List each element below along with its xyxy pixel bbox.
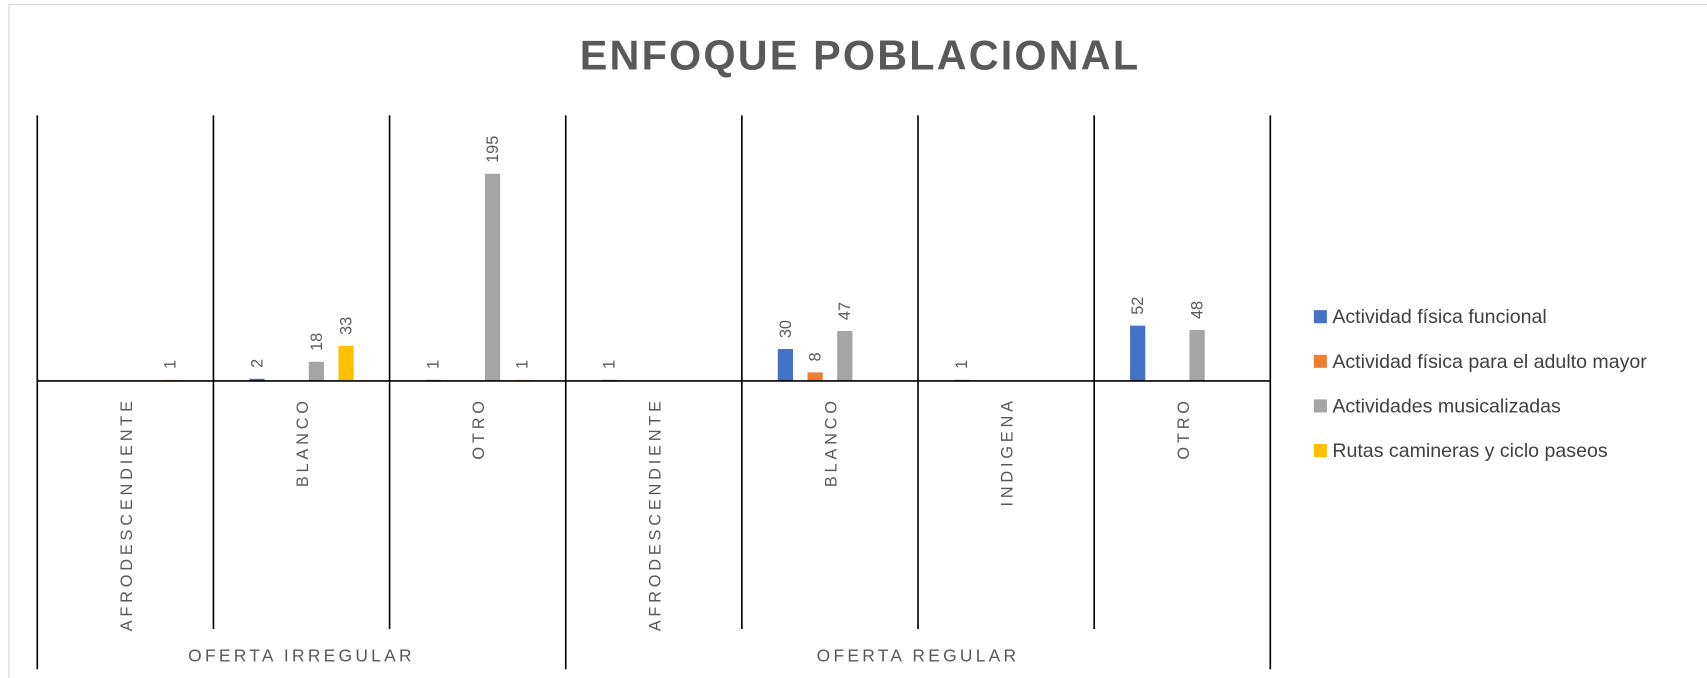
x-tick-label: INDIGENA [999, 397, 1017, 506]
legend-swatch [1313, 399, 1327, 413]
legend-swatch [1313, 444, 1327, 458]
legend-label: Actividad física para el adulto mayor [1332, 351, 1647, 373]
x-tick-label: OTRO [470, 397, 488, 459]
data-label: 18 [308, 333, 326, 351]
data-label: 1 [953, 360, 971, 369]
chart-frame [8, 3, 1707, 678]
x-tick-label: BLANCO [822, 397, 840, 487]
x-tick-label: AFRODESCENDIENTE [646, 397, 664, 631]
legend-label: Actividades musicalizadas [1332, 395, 1561, 417]
data-label: 1 [161, 360, 179, 369]
data-label: 8 [807, 352, 825, 361]
group-label: OFERTA REGULAR [817, 646, 1020, 666]
x-tick-label: AFRODESCENDIENTE [118, 397, 136, 631]
data-label: 195 [484, 136, 502, 163]
x-tick-label: BLANCO [294, 397, 312, 487]
group-label: OFERTA IRREGULAR [188, 646, 415, 666]
bar [308, 361, 324, 381]
data-label: 1 [425, 360, 443, 369]
bar [249, 378, 265, 381]
bar [1189, 329, 1205, 381]
legend-swatch [1313, 310, 1327, 324]
bar [837, 330, 853, 381]
data-label: 2 [248, 359, 266, 368]
bar [807, 372, 823, 381]
bar [777, 349, 793, 381]
bar [484, 173, 501, 381]
bar [1130, 325, 1146, 381]
legend-label: Actividad física funcional [1332, 306, 1546, 328]
bar [338, 345, 354, 381]
data-label: 1 [601, 360, 619, 369]
data-label: 33 [338, 317, 356, 335]
legend-swatch [1313, 354, 1327, 368]
data-label: 1 [514, 360, 532, 369]
data-label: 47 [836, 302, 854, 320]
data-label: 52 [1129, 297, 1147, 315]
x-tick-label: OTRO [1175, 397, 1193, 459]
data-label: 30 [777, 320, 795, 338]
chart-title: ENFOQUE POBLACIONAL [580, 33, 1140, 79]
data-label: 48 [1189, 301, 1207, 319]
legend-label: Rutas camineras y ciclo paseos [1332, 440, 1608, 462]
